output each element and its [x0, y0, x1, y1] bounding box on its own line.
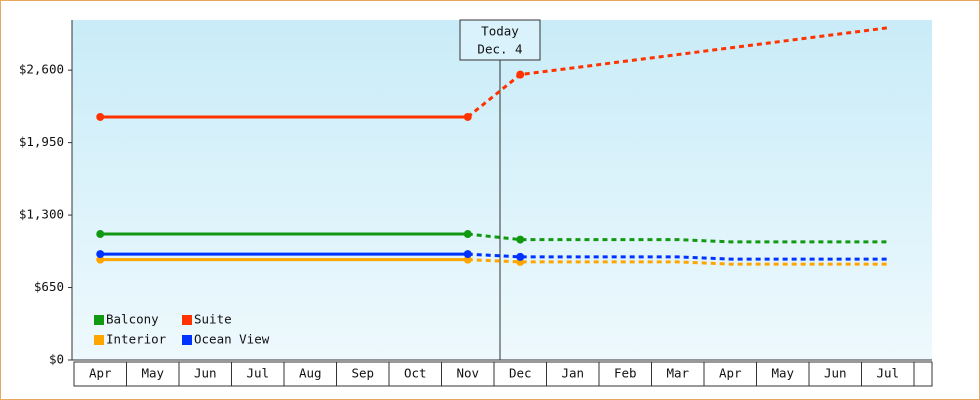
today-label: Dec. 4 [477, 42, 522, 57]
point [463, 112, 472, 121]
y-tick-label: $0 [49, 352, 64, 367]
point [96, 230, 105, 239]
legend-swatch [182, 335, 192, 345]
series-line [467, 252, 888, 261]
point [516, 70, 525, 79]
x-tick-label: Jul [876, 366, 899, 381]
x-tick-label: Oct [404, 366, 427, 381]
series-line [467, 258, 888, 266]
legend-swatch [94, 335, 104, 345]
y-tick-label: $650 [34, 279, 64, 294]
month-box [73, 361, 127, 387]
x-tick-label: Feb [614, 366, 637, 381]
x-tick-label: Jan [561, 366, 584, 381]
today-box [459, 19, 541, 61]
y-tick-label: $1,950 [19, 134, 64, 149]
legend-label: Balcony [106, 312, 159, 327]
point [463, 255, 472, 264]
month-box [283, 361, 337, 387]
point [463, 230, 472, 239]
x-tick-label: Jun [824, 366, 847, 381]
point [463, 250, 472, 259]
month-box [178, 361, 232, 387]
legend-swatch [182, 315, 192, 325]
x-tick-label: Dec [509, 366, 532, 381]
month-box [231, 361, 285, 387]
y-tick-label: $2,600 [19, 62, 64, 77]
x-tick-label: Nov [456, 366, 479, 381]
month-box [913, 361, 933, 387]
x-tick-label: Sep [351, 366, 374, 381]
x-tick-label: Jun [194, 366, 217, 381]
series-line [467, 232, 888, 244]
x-tick-label: Apr [719, 366, 742, 381]
x-tick-label: Mar [666, 366, 689, 381]
legend-swatch [94, 315, 104, 325]
point [96, 112, 105, 121]
x-tick-label: Aug [299, 366, 322, 381]
x-tick-label: May [771, 366, 794, 381]
month-box [441, 361, 495, 387]
point [516, 252, 525, 261]
point [96, 250, 105, 259]
y-tick-label: $1,300 [19, 207, 64, 222]
x-tick-label: May [141, 366, 164, 381]
legend-label: Suite [194, 312, 232, 327]
month-box [546, 361, 600, 387]
point [96, 255, 105, 264]
month-box [126, 361, 180, 387]
month-box [651, 361, 705, 387]
x-tick-label: Apr [89, 366, 112, 381]
legend-label: Ocean View [194, 332, 270, 347]
point [516, 235, 525, 244]
month-box [703, 361, 757, 387]
today-label: Today [481, 24, 519, 39]
x-tick-label: Jul [246, 366, 269, 381]
legend-label: Interior [106, 332, 167, 347]
month-box [861, 361, 915, 387]
plot-area [72, 20, 932, 360]
month-box [808, 361, 862, 387]
series-line [466, 26, 888, 119]
